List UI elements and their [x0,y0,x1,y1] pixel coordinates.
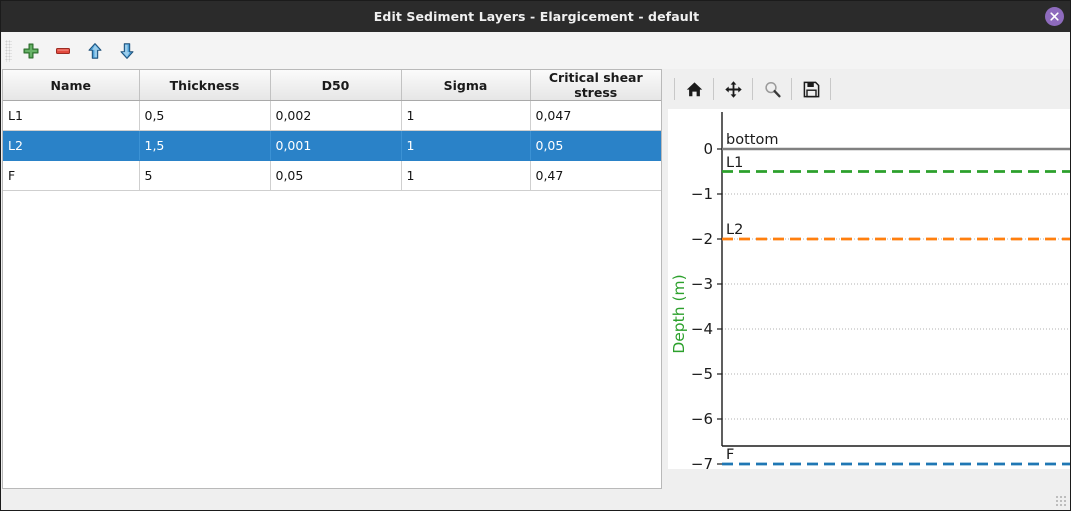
column-header-thickness[interactable]: Thickness [139,70,271,101]
add-layer-button[interactable] [15,35,47,67]
chart-axes [721,112,1070,447]
y-tick-label: −6 [691,410,713,428]
close-icon [1050,12,1059,21]
cell-tau[interactable]: 0,047 [530,100,661,131]
toolbar-separator [830,78,831,100]
cell-name[interactable]: L2 [3,130,140,161]
cell-name[interactable]: L1 [3,100,140,131]
toolbar-drag-handle[interactable] [5,39,12,62]
arrow-down-icon [120,42,134,59]
cell-d50[interactable]: 0,05 [270,160,402,191]
cell-thickness[interactable]: 1,5 [139,130,271,161]
series-f: F [722,447,1070,466]
chart-background [668,109,1070,469]
home-button[interactable] [681,76,707,102]
y-tick-label: −3 [691,275,713,293]
cell-tau[interactable]: 0,05 [530,130,661,161]
y-tick-label: −2 [691,230,713,248]
column-header-sigma[interactable]: Sigma [401,70,531,101]
y-tick-label: −1 [691,185,713,203]
move-up-button[interactable] [79,35,111,67]
y-tick-label: −4 [691,320,713,338]
series-l1: L1 [722,155,1070,173]
close-button[interactable] [1045,7,1064,26]
save-button[interactable] [798,76,824,102]
series-label-l1: L1 [726,155,743,171]
title-bar: Edit Sediment Layers - Elargicement - de… [1,1,1070,32]
window-footer [2,489,1070,510]
toolbar-separator [674,78,675,100]
window-title: Edit Sediment Layers - Elargicement - de… [373,9,700,24]
move-icon [724,80,742,98]
move-down-button[interactable] [111,35,143,67]
layers-table-panel: Name Thickness D50 Sigma Critical shear … [2,69,662,489]
floppy-disk-icon [803,81,819,97]
minus-icon [56,47,70,54]
y-tick-label: −7 [691,455,713,469]
depth-profile-chart[interactable]: 0 −1 −2 −3 −4 −5 −6 −7 Depth (m) bo [668,109,1070,469]
toolbar-separator [791,78,792,100]
table-row[interactable]: L1 0,5 0,002 1 0,047 [3,100,661,131]
y-tick-label: 0 [703,140,713,158]
plus-icon [23,43,39,58]
table-row[interactable]: F 5 0,05 1 0,47 [3,160,661,191]
chart-y-axis-label: Depth (m) [670,274,688,353]
chart-canvas: 0 −1 −2 −3 −4 −5 −6 −7 Depth (m) bo [668,109,1070,469]
toolbar-separator [713,78,714,100]
series-label-l2: L2 [726,222,743,238]
cell-name[interactable]: F [3,160,140,191]
arrow-up-icon [88,42,102,59]
column-header-d50[interactable]: D50 [270,70,402,101]
cell-sigma[interactable]: 1 [401,160,531,191]
cell-d50[interactable]: 0,001 [270,130,402,161]
layers-table: Name Thickness D50 Sigma Critical shear … [3,70,661,191]
chart-y-tick-labels: 0 −1 −2 −3 −4 −5 −6 −7 [691,140,713,469]
cell-thickness[interactable]: 0,5 [139,100,271,131]
cell-sigma[interactable]: 1 [401,130,531,161]
remove-layer-button[interactable] [47,35,79,67]
layer-toolbar [2,32,1070,70]
matplotlib-toolbar [668,69,1070,109]
column-header-name[interactable]: Name [3,70,140,101]
chart-y-ticks [717,148,722,465]
table-row[interactable]: L2 1,5 0,001 1 0,05 [3,130,661,161]
cell-thickness[interactable]: 5 [139,160,271,191]
table-header-row: Name Thickness D50 Sigma Critical shear … [3,70,661,101]
column-header-critical-shear-stress[interactable]: Critical shear stress [530,70,661,101]
series-label-f: F [726,447,734,463]
cell-sigma[interactable]: 1 [401,100,531,131]
plot-panel: 0 −1 −2 −3 −4 −5 −6 −7 Depth (m) bo [668,69,1070,510]
zoom-button[interactable] [759,76,785,102]
cell-tau[interactable]: 0,47 [530,160,661,191]
pane-splitter[interactable] [662,69,668,489]
cell-d50[interactable]: 0,002 [270,100,402,131]
series-label-bottom: bottom [726,132,778,148]
series-l2: L2 [722,222,1070,241]
series-bottom: bottom [722,132,1070,151]
home-icon [686,81,702,96]
pan-button[interactable] [720,76,746,102]
split-panes: Name Thickness D50 Sigma Critical shear … [2,69,1070,510]
y-tick-label: −5 [691,365,713,383]
resize-grip[interactable] [1055,495,1068,508]
toolbar-separator [752,78,753,100]
magnifier-icon [764,81,781,97]
